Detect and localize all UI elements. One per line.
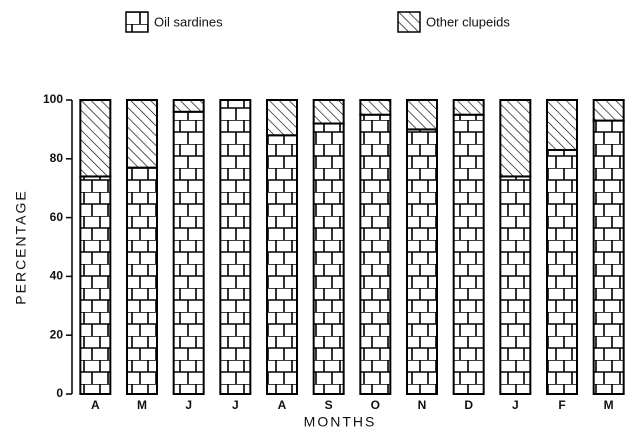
bar-segment <box>312 99 345 125</box>
y-tick-label: 0 <box>56 386 63 400</box>
x-tick-label: J <box>512 398 519 412</box>
x-tick-label: N <box>418 398 427 412</box>
bar-segment <box>79 99 112 178</box>
x-tick-label: J <box>185 398 192 412</box>
bar-segment <box>266 99 298 137</box>
y-tick-label: 60 <box>50 210 64 224</box>
bar-segment <box>359 99 392 116</box>
legend-label: Oil sardines <box>154 14 223 29</box>
legend-swatch <box>397 11 421 33</box>
x-tick-label: M <box>604 398 614 412</box>
bar-segment <box>172 110 205 395</box>
x-tick-label: O <box>371 398 380 412</box>
bar-segment <box>546 148 578 395</box>
x-tick-label: J <box>232 398 239 412</box>
y-tick-label: 40 <box>50 269 64 283</box>
bar-segment <box>499 99 532 178</box>
legend-swatch <box>125 11 149 33</box>
bar-segment <box>359 113 392 395</box>
bar-segment <box>79 175 112 395</box>
y-tick-label: 80 <box>50 151 64 165</box>
y-axis-title: PERCENTAGE <box>13 189 29 304</box>
bar-segment <box>452 113 485 395</box>
y-tick-label: 100 <box>43 92 63 106</box>
x-axis-title: MONTHS <box>304 414 377 430</box>
bar-segment <box>172 99 205 113</box>
bar-segment <box>406 128 438 395</box>
x-tick-label: M <box>137 398 147 412</box>
bar-segment <box>126 99 158 169</box>
bar-segment <box>266 134 298 395</box>
legend-label: Other clupeids <box>426 14 510 29</box>
bar-segment <box>406 99 438 131</box>
bar-segment <box>592 99 625 122</box>
bar-segment <box>452 99 485 116</box>
bar-segment <box>312 122 345 396</box>
bar-segment <box>499 175 532 395</box>
x-tick-label: D <box>464 398 473 412</box>
bar-segment <box>126 166 158 395</box>
y-tick-label: 20 <box>50 327 64 341</box>
x-tick-label: A <box>278 398 287 412</box>
bar-segment <box>219 99 252 395</box>
x-tick-label: S <box>325 398 333 412</box>
bar-segment <box>546 99 578 151</box>
x-tick-label: F <box>558 398 565 412</box>
bar-segment <box>592 119 625 396</box>
x-tick-label: A <box>91 398 100 412</box>
